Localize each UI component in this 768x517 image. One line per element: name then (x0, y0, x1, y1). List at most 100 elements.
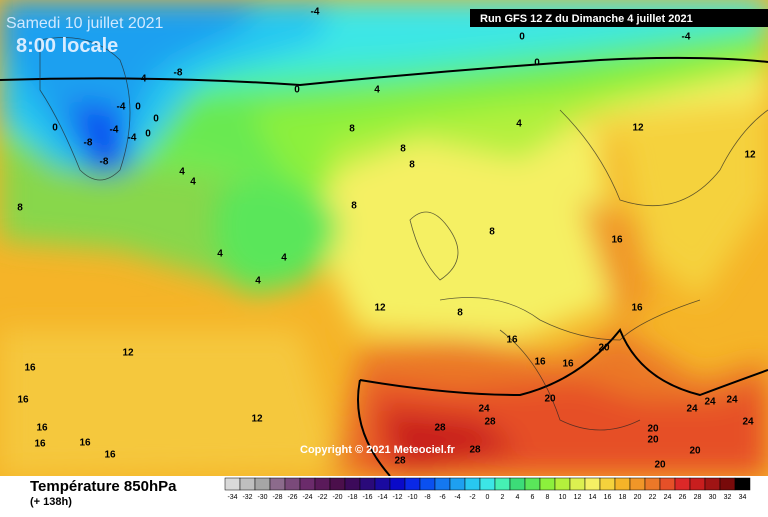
colorbar-cell (524, 477, 541, 491)
contour-label: 16 (631, 303, 643, 314)
coastlines (39, 37, 768, 431)
temperature-field (0, 0, 768, 476)
contour-label: 0 (519, 32, 525, 43)
contour-label: 16 (562, 359, 574, 370)
colorbar-label: 22 (649, 494, 657, 501)
colorbar-label: 24 (664, 494, 672, 501)
contour-label: 12 (632, 123, 644, 134)
contour-label: 4 (217, 249, 223, 260)
run-info: Run GFS 12 Z du Dimanche 4 juillet 2021 (480, 13, 693, 25)
colorbar-label: 20 (634, 494, 642, 501)
colorbar-cell (239, 477, 256, 491)
colorbar-label: 30 (709, 494, 717, 501)
colorbar-label: -2 (469, 494, 475, 501)
colorbar-label: 12 (574, 494, 582, 501)
contour-label: 20 (654, 460, 666, 471)
colorbar-cell (704, 477, 721, 491)
colorbar-cell (329, 477, 346, 491)
contour-label: 12 (122, 348, 134, 359)
colorbar-cell (614, 477, 631, 491)
colorbar-cell (299, 477, 316, 491)
colorbar-cell (374, 477, 391, 491)
colorbar-cell (479, 477, 496, 491)
contour-label: 24 (726, 395, 738, 406)
colorbar-label: 8 (546, 494, 550, 501)
contour-label: 16 (611, 235, 623, 246)
contour-label: 24 (704, 397, 716, 408)
contour-label: 16 (79, 438, 91, 449)
colorbar-cell (539, 477, 556, 491)
colorbar-cell (314, 477, 331, 491)
colorbar-cell (569, 477, 586, 491)
colorbar-cell (449, 477, 466, 491)
colorbar-cell (254, 477, 271, 491)
contour-label: 20 (647, 435, 659, 446)
contour-label: 24 (742, 417, 754, 428)
colorbar-label: 28 (694, 494, 702, 501)
contour-label: 12 (744, 150, 756, 161)
colorbar-label: -12 (392, 494, 402, 501)
contour-label: 8 (457, 308, 463, 319)
contour-label: 0 (153, 114, 159, 125)
colorbar-cell (629, 477, 646, 491)
contour-label: -4 (682, 32, 691, 43)
contour-label: 28 (394, 456, 406, 467)
contour-label: 0 (135, 102, 141, 113)
contour-label: 16 (104, 450, 116, 461)
contour-label: 16 (534, 357, 546, 368)
colorbar-cell (464, 477, 481, 491)
colorbar-label: 0 (486, 494, 490, 501)
colorbar-cell (224, 477, 241, 491)
colorbar-cell (674, 477, 691, 491)
colorbar-label: -22 (317, 494, 327, 501)
contour-label: 24 (686, 404, 698, 415)
colorbar-label: -8 (424, 494, 430, 501)
colorbar-cell (269, 477, 286, 491)
colorbar-label: -30 (257, 494, 267, 501)
contour-label: 16 (17, 395, 29, 406)
valid-time: 8:00 locale (16, 35, 118, 57)
colorbar-cell (404, 477, 421, 491)
contour-label: 4 (281, 253, 287, 264)
contour-label: 4 (190, 177, 196, 188)
contour-label: 0 (294, 85, 300, 96)
contour-label: 24 (478, 404, 490, 415)
contour-label: -4 (128, 133, 137, 144)
colorbar-cell (584, 477, 601, 491)
contour-label: -8 (100, 157, 109, 168)
contour-label: 4 (179, 167, 185, 178)
colorbar-cell (689, 477, 706, 491)
colorbar-label: -34 (227, 494, 237, 501)
contour-label: 4 (516, 119, 522, 130)
colorbar-label: 34 (739, 494, 747, 501)
colorbar-cell (389, 477, 406, 491)
colorbar-label: -4 (454, 494, 460, 501)
colorbar-label: 4 (516, 494, 520, 501)
contour-label: 8 (409, 160, 415, 171)
colorbar-label: -20 (332, 494, 342, 501)
contour-label: 16 (36, 423, 48, 434)
contour-label: -4 (311, 7, 320, 18)
contour-label: 16 (24, 363, 36, 374)
colorbar-cell (734, 477, 751, 491)
colorbar-cell (284, 477, 301, 491)
contour-label: -8 (84, 138, 93, 149)
colorbar-label: 2 (501, 494, 505, 501)
colorbar-label: -28 (272, 494, 282, 501)
valid-date: Samedi 10 juillet 2021 (6, 15, 164, 32)
contour-label: 8 (17, 203, 23, 214)
isotherms (0, 56, 768, 476)
colorbar-label: -16 (362, 494, 372, 501)
contour-label: 0 (52, 123, 58, 134)
contour-label: -4 (110, 125, 119, 136)
contour-label: 8 (400, 144, 406, 155)
colorbar-label: -14 (377, 494, 387, 501)
colorbar-cell (644, 477, 661, 491)
contour-label: 8 (351, 201, 357, 212)
contour-label: 20 (689, 446, 701, 457)
colorbar-cell (599, 477, 616, 491)
colorbar-cell (554, 477, 571, 491)
contour-label: 20 (544, 394, 556, 405)
